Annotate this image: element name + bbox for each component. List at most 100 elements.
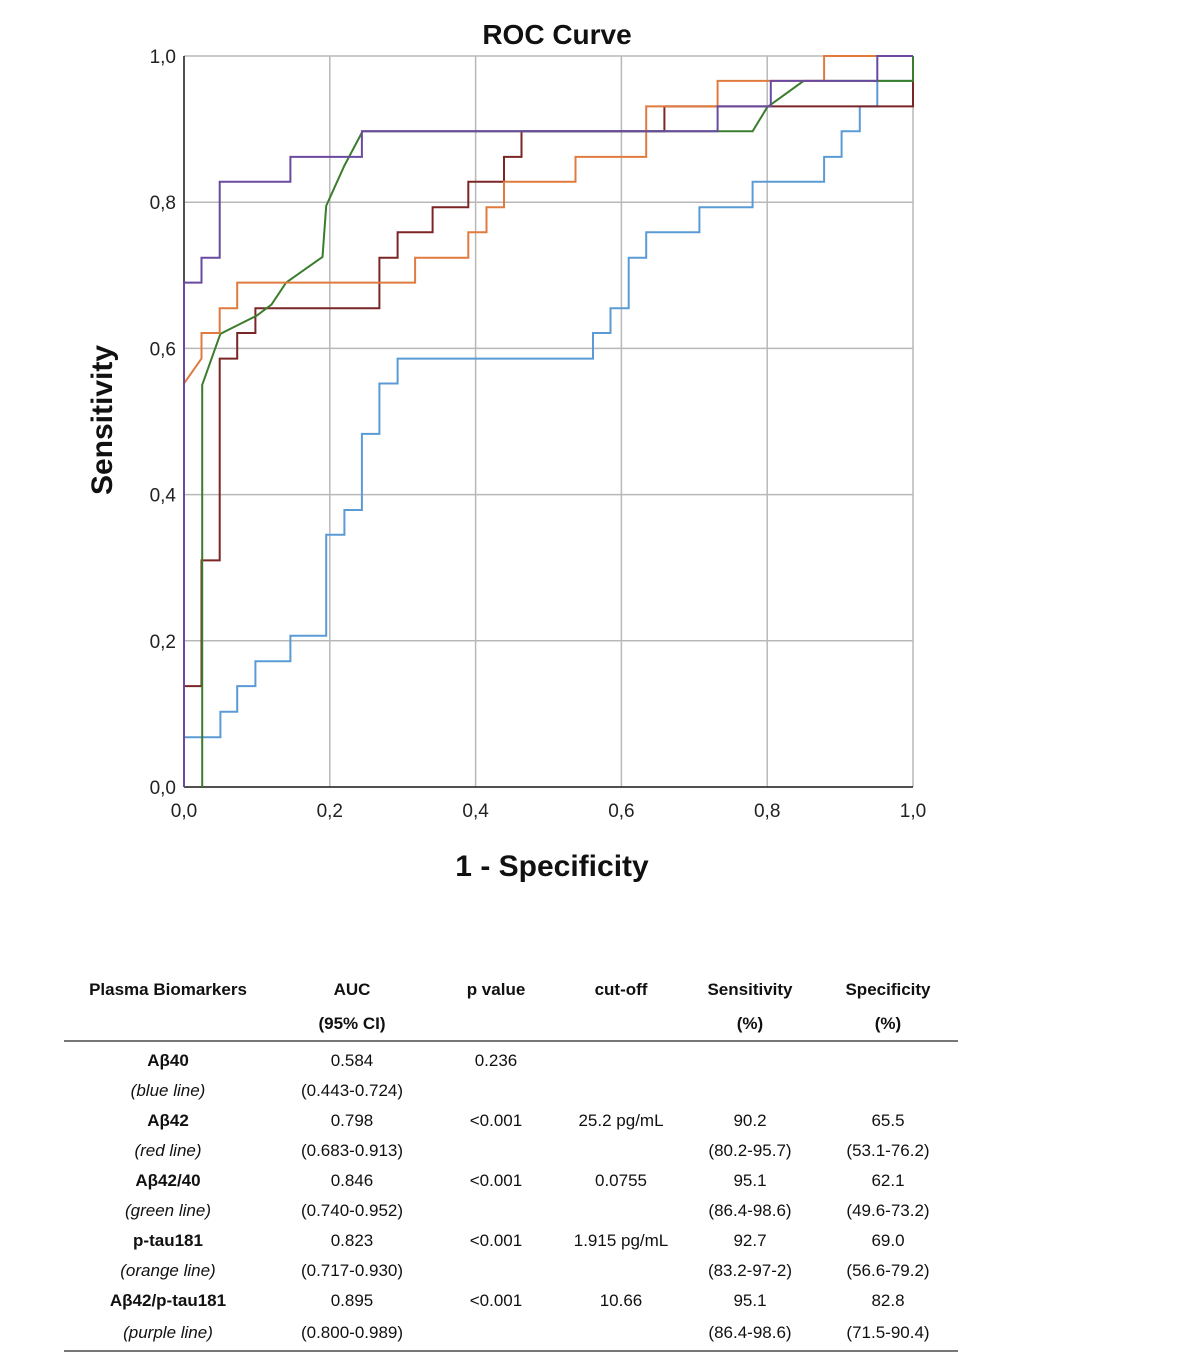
series-line-4 <box>183 55 913 787</box>
auc-ci: (0.717-0.930) <box>300 1261 404 1280</box>
line-color-note: (orange line) <box>120 1261 216 1280</box>
cutoff-value <box>560 1041 682 1076</box>
p-value: <0.001 <box>469 1111 523 1130</box>
x-tick-label: 1,0 <box>900 801 926 822</box>
table-row-ci: (purple line) (0.800-0.989) (86.4-98.6) (71… <box>64 1316 958 1352</box>
x-tick-label: 0,8 <box>754 801 780 822</box>
empty-cell <box>560 1076 682 1106</box>
tick-labels: 0,0 0,2 0,4 0,6 0,8 1,0 0,0 0,2 0,4 0,6 0,8 1,0 <box>150 47 927 822</box>
table-header-row: Plasma Biomarkers AUC p value cut-off Se… <box>64 972 958 1008</box>
chart-title: ROC Curve <box>482 19 631 50</box>
column-subheader <box>64 1008 272 1042</box>
column-subheader: (%) <box>818 1008 958 1042</box>
column-header: Specificity <box>845 980 931 999</box>
specificity-value: 82.8 <box>871 1291 905 1310</box>
sensitivity-value: 90.2 <box>733 1111 767 1130</box>
column-header: Plasma Biomarkers <box>89 980 247 999</box>
empty-cell <box>560 1136 682 1166</box>
auc-ci: (0.443-0.724) <box>300 1081 404 1100</box>
auc-value: 0.846 <box>330 1171 374 1190</box>
specificity-ci: (53.1-76.2) <box>846 1141 930 1160</box>
empty-cell <box>432 1136 560 1166</box>
table-row: Aβ40 0.584 0.236 <box>64 1041 958 1076</box>
y-tick-label: 0,6 <box>150 339 176 360</box>
column-subheader: (95% CI) <box>272 1008 432 1042</box>
series-line-2 <box>201 56 914 787</box>
specificity-value: 65.5 <box>871 1111 905 1130</box>
series-line-0 <box>183 56 914 787</box>
empty-cell <box>432 1256 560 1286</box>
auc-ci: (0.800-0.989) <box>272 1316 432 1352</box>
cutoff-value: 25.2 pg/mL <box>578 1111 664 1130</box>
auc-value: 0.584 <box>330 1051 374 1070</box>
auc-value: 0.798 <box>330 1111 374 1130</box>
sensitivity-value: 92.7 <box>733 1231 767 1250</box>
y-axis-label: Sensitivity <box>86 345 119 495</box>
sensitivity-ci: (80.2-95.7) <box>708 1141 792 1160</box>
specificity-ci: (71.5-90.4) <box>818 1316 958 1352</box>
line-color-note: (green line) <box>125 1201 211 1220</box>
line-color-note: (red line) <box>134 1141 202 1160</box>
biomarker-name: p-tau181 <box>133 1231 203 1250</box>
auc-value: 0.823 <box>330 1231 374 1250</box>
column-subheader <box>432 1008 560 1042</box>
column-header: AUC <box>333 980 371 999</box>
y-tick-label: 0,4 <box>150 486 177 507</box>
empty-cell <box>560 1196 682 1226</box>
table-row-ci: (red line) (0.683-0.913) (80.2-95.7) (53.1-… <box>64 1136 958 1166</box>
x-tick-label: 0,0 <box>171 801 197 822</box>
column-header: Sensitivity <box>707 980 793 999</box>
specificity-ci: (49.6-73.2) <box>846 1201 930 1220</box>
sensitivity-value <box>682 1041 818 1076</box>
x-tick-label: 0,2 <box>317 801 343 822</box>
sensitivity-value: 95.1 <box>733 1171 767 1190</box>
table-header-row: (95% CI) (%) (%) <box>64 1008 958 1042</box>
cutoff-value: 10.66 <box>599 1291 643 1310</box>
empty-cell <box>432 1076 560 1106</box>
column-subheader: (%) <box>682 1008 818 1042</box>
biomarker-name: Aβ42/40 <box>135 1171 201 1190</box>
p-value: <0.001 <box>469 1231 523 1250</box>
table-body: Aβ40 0.584 0.236 (blue line) (0.443-0.724) Aβ… <box>64 1041 958 1352</box>
x-axis-label: 1 - Specificity <box>455 850 649 883</box>
auc-ci: (0.740-0.952) <box>300 1201 404 1220</box>
biomarker-name: Aβ42 <box>147 1111 189 1130</box>
cutoff-value: 0.0755 <box>595 1171 647 1190</box>
line-color-note: (purple line) <box>64 1316 272 1352</box>
y-tick-label: 1,0 <box>150 47 176 68</box>
sensitivity-value: 95.1 <box>733 1291 767 1310</box>
table-row: Aβ42/40 0.846 <0.001 0.0755 95.1 62.1 <box>64 1166 958 1196</box>
table-row: p-tau181 0.823 <0.001 1.915 pg/mL 92.7 69.0 <box>64 1226 958 1256</box>
sensitivity-ci: (83.2-97-2) <box>707 1261 793 1280</box>
specificity-value: 69.0 <box>871 1231 905 1250</box>
empty-cell <box>560 1256 682 1286</box>
table-row: Aβ42/p-tau181 0.895 <0.001 10.66 95.1 82.8 <box>64 1286 958 1316</box>
column-subheader <box>560 1008 682 1042</box>
p-value: <0.001 <box>469 1291 523 1310</box>
specificity-value: 62.1 <box>871 1171 905 1190</box>
sensitivity-ci: (86.4-98.6) <box>682 1316 818 1352</box>
table-row-ci: (orange line) (0.717-0.930) (83.2-97-2) (56… <box>64 1256 958 1286</box>
x-tick-label: 0,4 <box>462 801 489 822</box>
column-header: cut-off <box>594 980 648 999</box>
auc-ci: (0.683-0.913) <box>300 1141 404 1160</box>
specificity-ci: (56.6-79.2) <box>846 1261 930 1280</box>
specificity-value <box>818 1041 958 1076</box>
series-lines <box>183 55 914 787</box>
column-header: p value <box>466 980 526 999</box>
cutoff-value: 1.915 pg/mL <box>573 1231 669 1250</box>
series-line-1 <box>183 56 914 787</box>
sensitivity-ci: (86.4-98.6) <box>708 1201 792 1220</box>
p-value: <0.001 <box>469 1171 523 1190</box>
y-tick-label: 0,8 <box>150 193 176 214</box>
biomarker-name: Aβ42/p-tau181 <box>109 1291 227 1310</box>
x-tick-label: 0,6 <box>608 801 634 822</box>
series-line-3 <box>183 55 913 787</box>
table-row-ci: (blue line) (0.443-0.724) <box>64 1076 958 1106</box>
roc-chart: ROC Curve 0,0 0,2 0,4 0,6 0,8 1,0 0,0 0,2 0,4 0,6… <box>86 19 927 883</box>
p-value: 0.236 <box>474 1051 518 1070</box>
empty-cell <box>432 1196 560 1226</box>
specificity-ci <box>818 1076 958 1106</box>
empty-cell <box>432 1316 560 1352</box>
line-color-note: (blue line) <box>130 1081 206 1100</box>
